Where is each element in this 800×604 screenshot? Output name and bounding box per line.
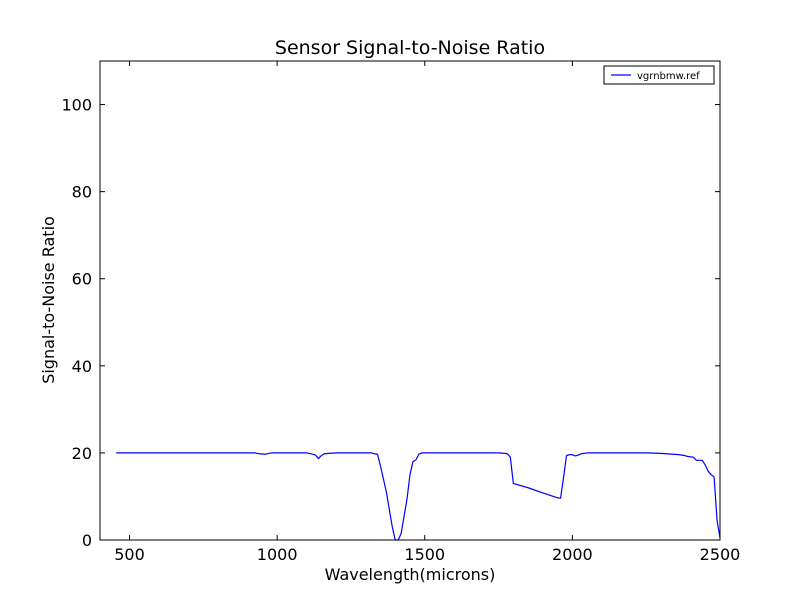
- tick-labels: 500 1000 1500 2000 2500 0 20 40 60 80 100: [61, 96, 740, 564]
- x-tick-label: 1000: [257, 545, 298, 564]
- series-line-vgrnbmw: [116, 452, 721, 541]
- legend-label: vgrnbmw.ref: [637, 71, 700, 82]
- y-tick-label: 0: [82, 531, 92, 550]
- x-tick-label: 1500: [404, 545, 445, 564]
- y-tick-label: 60: [72, 270, 92, 289]
- y-axis-label: Signal-to-Noise Ratio: [39, 216, 58, 384]
- legend-frame: [603, 65, 715, 85]
- plot-frame: [99, 60, 721, 541]
- x-tick-label: 2000: [552, 545, 593, 564]
- y-tick-label: 40: [72, 357, 92, 376]
- legend: vgrnbmw.ref: [603, 65, 715, 85]
- chart-title: Sensor Signal-to-Noise Ratio: [275, 37, 545, 59]
- y-tick-label: 20: [72, 444, 92, 463]
- plot-background: [100, 61, 720, 540]
- x-tick-label: 2500: [700, 545, 741, 564]
- y-tick-label: 100: [61, 96, 92, 115]
- y-tick-label: 80: [72, 183, 92, 202]
- x-axis-label: Wavelength(microns): [325, 565, 496, 584]
- x-tick-label: 500: [114, 545, 145, 564]
